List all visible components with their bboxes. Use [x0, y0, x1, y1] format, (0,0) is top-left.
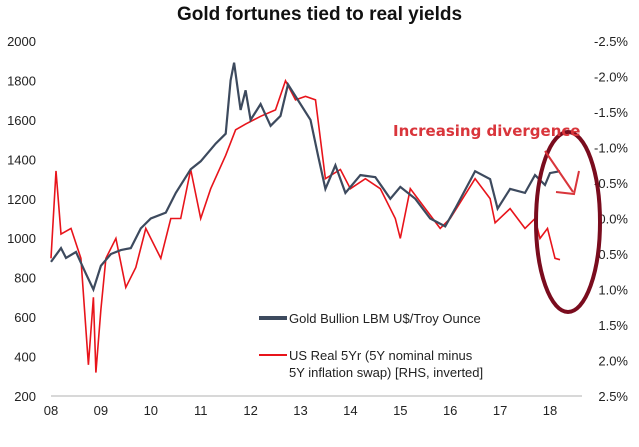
legend-label-gold: Gold Bullion LBM U$/Troy Ounce: [289, 311, 481, 326]
left-tick-label: 1800: [7, 73, 36, 88]
left-tick-label: 600: [14, 310, 36, 325]
annotation: Increasing divergence: [393, 122, 580, 140]
left-tick-label: 1600: [7, 113, 36, 128]
right-tick-label: -2.0%: [594, 70, 628, 85]
x-tick-label: 08: [44, 403, 58, 418]
arrow-icon: [544, 150, 580, 196]
x-tick-label: 15: [393, 403, 407, 418]
right-tick-label: 0.0%: [598, 212, 628, 227]
x-tick-label: 17: [493, 403, 507, 418]
series-gold-line: [50, 62, 561, 293]
x-tick-label: 16: [443, 403, 457, 418]
right-tick-label: 0.5%: [598, 247, 628, 262]
x-tick-label: 11: [194, 403, 208, 418]
left-tick-label: 1000: [7, 231, 36, 246]
x-tick-label: 09: [94, 403, 108, 418]
x-tick-label: 18: [543, 403, 557, 418]
right-tick-label: 1.0%: [598, 283, 628, 298]
right-tick-label: 2.0%: [598, 354, 628, 369]
left-tick-label: 400: [14, 350, 36, 365]
divergence-ellipse: [534, 130, 602, 314]
left-tick-label: 1400: [7, 152, 36, 167]
left-tick-label: 1200: [7, 192, 36, 207]
legend-label-real-2: 5Y inflation swap) [RHS, inverted]: [289, 365, 483, 380]
right-tick-label: 2.5%: [598, 389, 628, 404]
left-tick-label: 200: [14, 389, 36, 404]
left-tick-label: 800: [14, 271, 36, 286]
right-tick-label: -1.5%: [594, 105, 628, 120]
left-tick-label: 2000: [7, 34, 36, 49]
right-tick-label: -0.5%: [594, 176, 628, 191]
right-tick-label: -2.5%: [594, 34, 628, 49]
chart-title: Gold fortunes tied to real yields: [176, 4, 463, 25]
right-tick-label: -1.0%: [594, 141, 628, 156]
legend-label-real-1: US Real 5Yr (5Y nominal minus: [289, 348, 473, 363]
x-tick-label: 12: [243, 403, 257, 418]
right-tick-label: 1.5%: [598, 318, 628, 333]
series-real-yield-line: [50, 78, 561, 373]
x-tick-label: 10: [144, 403, 158, 418]
x-tick-label: 13: [293, 403, 307, 418]
x-tick-label: 14: [343, 403, 357, 418]
